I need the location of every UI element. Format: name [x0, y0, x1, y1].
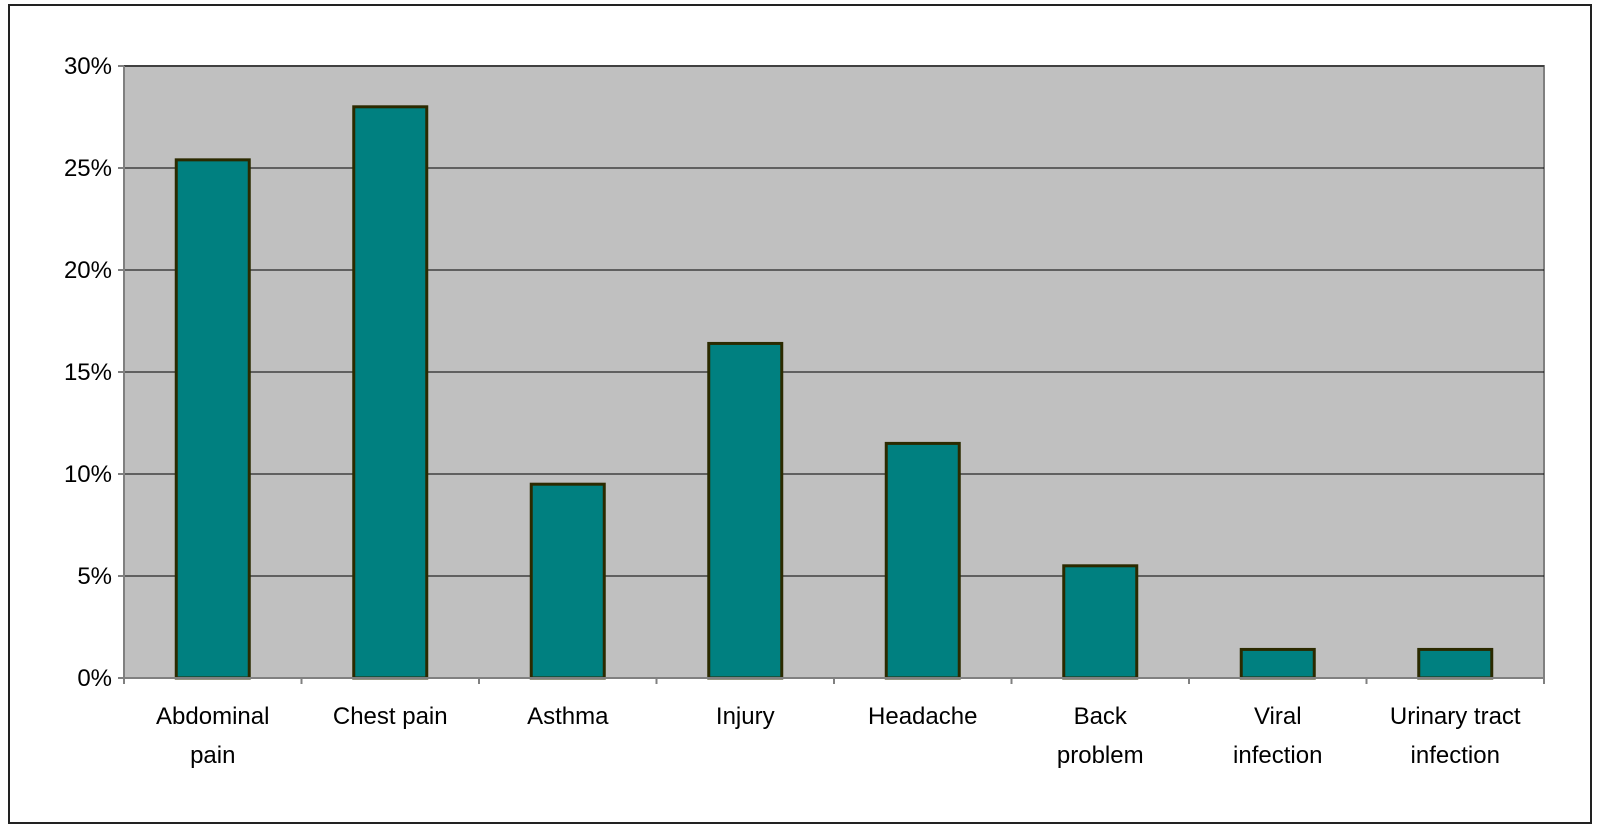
bar [707, 341, 784, 680]
y-tick-label: 20% [64, 257, 112, 284]
x-tick-label: Asthma [527, 703, 609, 730]
x-tick-label: Back problem [1057, 703, 1144, 769]
bar [1062, 564, 1139, 680]
x-tick-label: Urinary tract infection [1390, 703, 1521, 769]
x-tick-label: Headache [868, 703, 977, 730]
y-tick-label: 0% [77, 665, 112, 692]
y-tick-label: 10% [64, 461, 112, 488]
y-tick-label: 5% [77, 563, 112, 590]
bar [529, 482, 606, 680]
x-tick-label: Injury [716, 703, 775, 730]
x-tick-label: Abdominal pain [156, 703, 269, 769]
bar [884, 441, 961, 680]
bar [1417, 647, 1494, 680]
bar [1239, 647, 1316, 680]
bar [352, 105, 429, 680]
bar-chart: 0% 5% 10% 15% 20% 25% 30% Abdominal pain Chest p… [64, 53, 1545, 769]
y-tick-label: 25% [64, 155, 112, 182]
bar [174, 158, 251, 680]
y-tick-label: 30% [64, 53, 112, 80]
x-tick-label: Viral infection [1233, 703, 1322, 769]
x-tick-label: Chest pain [333, 703, 448, 730]
chart-frame: 0% 5% 10% 15% 20% 25% 30% Abdominal pain Chest p… [8, 4, 1592, 824]
y-tick-label: 15% [64, 359, 112, 386]
